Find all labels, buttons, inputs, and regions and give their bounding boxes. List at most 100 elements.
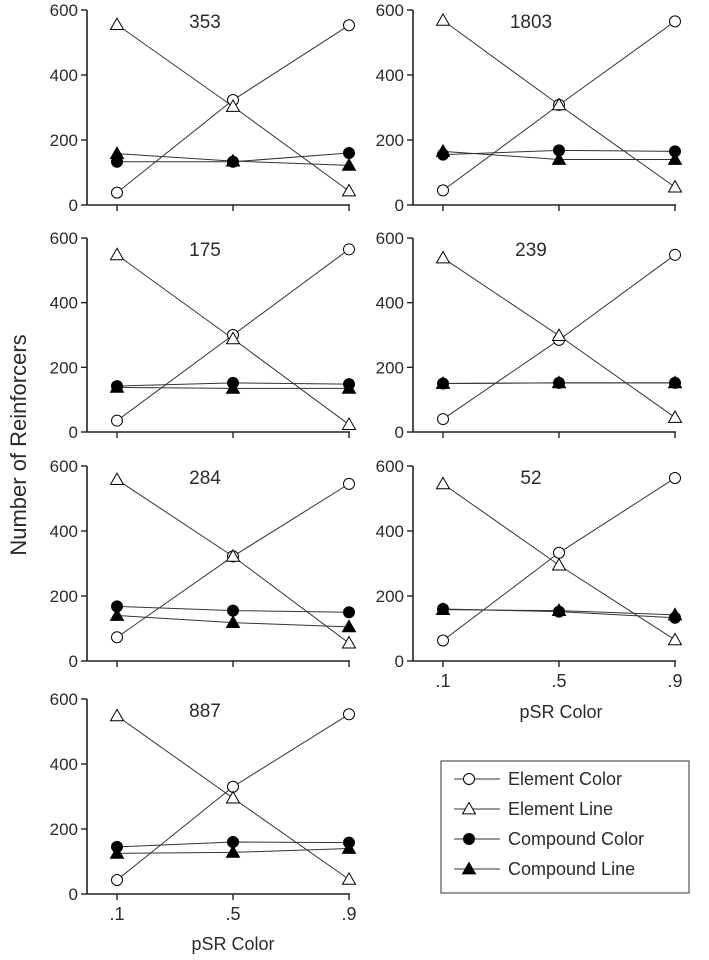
legend-item: Compound Color bbox=[454, 829, 644, 849]
data-point bbox=[435, 375, 451, 389]
data-point bbox=[435, 143, 451, 157]
legend-marker bbox=[461, 861, 477, 875]
data-point bbox=[669, 15, 681, 28]
data-point bbox=[551, 375, 567, 389]
data-point bbox=[109, 379, 125, 393]
x-tick-label: .1 bbox=[109, 904, 124, 924]
data-point bbox=[435, 476, 451, 490]
data-point bbox=[437, 634, 449, 647]
y-tick-label: 400 bbox=[376, 522, 404, 541]
legend-label: Compound Color bbox=[508, 829, 644, 849]
panel-title: 887 bbox=[189, 701, 221, 722]
data-point bbox=[109, 607, 125, 621]
panel-239: 0 200 400 600 239 bbox=[376, 229, 683, 442]
y-tick-label: 600 bbox=[50, 229, 78, 248]
data-point bbox=[667, 409, 683, 423]
data-point bbox=[551, 328, 567, 342]
data-point bbox=[341, 157, 357, 171]
y-tick-label: 0 bbox=[395, 196, 404, 215]
y-tick-label: 600 bbox=[50, 1, 78, 20]
legend-label: Element Color bbox=[508, 769, 622, 789]
panels: 0 200 400 600 353 0 200 400 600 1803 0 200 400 600 175… bbox=[50, 1, 683, 924]
y-tick-label: 200 bbox=[50, 587, 78, 606]
data-point bbox=[225, 844, 241, 858]
panel-1803: 0 200 400 600 1803 bbox=[376, 1, 683, 215]
data-point bbox=[551, 603, 567, 616]
data-point bbox=[225, 99, 241, 112]
data-point bbox=[109, 708, 125, 722]
panel-175: 0 200 400 600 175 bbox=[50, 229, 357, 442]
data-point bbox=[109, 146, 125, 160]
legend-item: Element Line bbox=[454, 799, 613, 819]
y-tick-label: 400 bbox=[50, 522, 78, 541]
data-point bbox=[551, 557, 567, 571]
data-point bbox=[109, 472, 125, 486]
data-point bbox=[551, 151, 567, 165]
x-axis-label-bottom-left: pSR Color bbox=[191, 934, 274, 954]
data-point bbox=[343, 243, 355, 256]
data-point bbox=[667, 632, 683, 646]
data-point bbox=[111, 874, 123, 887]
data-point bbox=[111, 186, 123, 199]
data-point bbox=[551, 97, 567, 111]
data-point bbox=[341, 380, 357, 394]
y-tick-label: 0 bbox=[69, 652, 78, 671]
data-point bbox=[111, 631, 123, 644]
data-point bbox=[667, 179, 683, 193]
panel-title: 1803 bbox=[510, 12, 552, 33]
data-point bbox=[435, 12, 451, 26]
data-point bbox=[669, 248, 681, 261]
y-tick-label: 0 bbox=[69, 423, 78, 442]
legend-marker bbox=[463, 833, 475, 845]
legend: Element Color Element Line Compound Color C… bbox=[440, 760, 690, 894]
y-tick-label: 0 bbox=[69, 885, 78, 904]
x-axis-label-top-right: pSR Color bbox=[519, 702, 602, 722]
data-point bbox=[343, 147, 355, 159]
y-tick-label: 200 bbox=[50, 820, 78, 839]
data-point bbox=[109, 845, 125, 859]
y-tick-label: 600 bbox=[376, 229, 404, 248]
data-point bbox=[667, 607, 683, 621]
data-point bbox=[435, 250, 451, 264]
data-point bbox=[227, 780, 239, 793]
legend-item: Element Color bbox=[454, 769, 622, 789]
data-point bbox=[667, 151, 683, 165]
y-tick-label: 0 bbox=[69, 196, 78, 215]
x-tick-label: .5 bbox=[225, 904, 240, 924]
panel-52: 0 200 400 600 .1 .5 .9 52 bbox=[376, 457, 683, 691]
data-point bbox=[341, 840, 357, 854]
y-tick-label: 600 bbox=[376, 1, 404, 20]
y-tick-label: 600 bbox=[50, 690, 78, 709]
data-point bbox=[225, 615, 241, 629]
y-tick-label: 600 bbox=[50, 457, 78, 476]
panel-title: 353 bbox=[189, 12, 221, 33]
y-tick-label: 0 bbox=[395, 652, 404, 671]
data-point bbox=[341, 183, 357, 197]
y-tick-label: 0 bbox=[395, 423, 404, 442]
panel-284: 0 200 400 600 284 bbox=[50, 457, 357, 671]
panel-title: 175 bbox=[189, 240, 221, 261]
legend-label: Element Line bbox=[508, 799, 613, 819]
data-point bbox=[343, 19, 355, 32]
data-point bbox=[437, 413, 449, 426]
data-point bbox=[343, 606, 355, 619]
x-tick-label: .9 bbox=[341, 904, 356, 924]
data-point bbox=[341, 635, 357, 649]
y-tick-label: 400 bbox=[50, 294, 78, 313]
data-point bbox=[435, 602, 451, 616]
panel-title: 284 bbox=[189, 468, 221, 489]
legend-label: Compound Line bbox=[508, 859, 635, 879]
data-point bbox=[341, 619, 357, 633]
panel-title: 52 bbox=[520, 468, 541, 489]
data-point bbox=[227, 604, 239, 617]
data-point bbox=[225, 548, 241, 562]
x-tick-label: .5 bbox=[551, 671, 566, 691]
y-tick-label: 400 bbox=[376, 294, 404, 313]
y-tick-label: 600 bbox=[376, 457, 404, 476]
y-axis-label: Number of Reinforcers bbox=[6, 334, 31, 555]
y-tick-label: 400 bbox=[50, 755, 78, 774]
data-point bbox=[225, 153, 241, 167]
y-tick-label: 200 bbox=[376, 358, 404, 377]
data-point bbox=[225, 380, 241, 394]
